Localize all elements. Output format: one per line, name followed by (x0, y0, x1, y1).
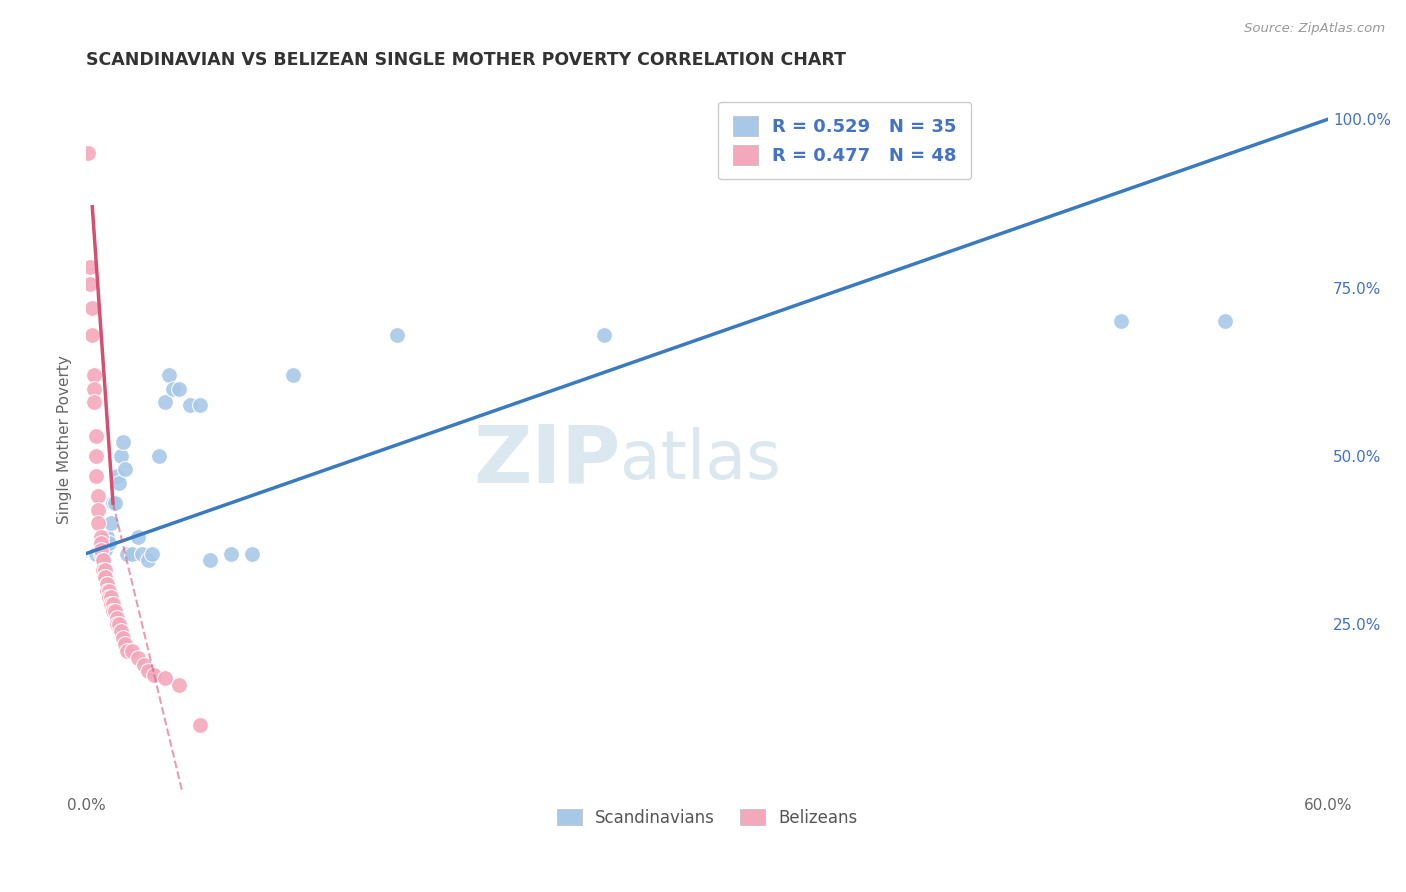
Point (131, 547, 153, 561)
Point (86, 449, 108, 463)
Point (110, 449, 132, 463)
Point (117, 547, 139, 561)
Point (188, 718, 211, 732)
Point (87, 489, 110, 503)
Point (90, 543, 112, 558)
Point (96, 577, 118, 591)
Point (91, 553, 114, 567)
Point (83, 368, 105, 383)
Point (86, 469, 108, 483)
Point (117, 644, 139, 658)
Point (82, 327, 104, 342)
Point (91, 563, 114, 577)
Point (110, 624, 132, 638)
Point (143, 667, 166, 681)
Point (112, 631, 135, 645)
Point (93, 563, 115, 577)
Point (127, 530, 149, 544)
Point (153, 671, 176, 685)
Point (91, 553, 114, 567)
Point (114, 462, 136, 476)
Point (105, 610, 128, 624)
Point (121, 644, 143, 658)
Point (79, 277, 101, 292)
Point (83, 382, 105, 396)
Point (87, 516, 110, 531)
Point (105, 469, 128, 483)
Point (141, 547, 163, 561)
Point (77, 145, 100, 160)
Point (100, 597, 122, 611)
Point (162, 382, 184, 396)
Point (96, 583, 118, 598)
Point (114, 638, 136, 652)
Point (132, 657, 155, 672)
Point (121, 547, 143, 561)
Point (100, 516, 122, 531)
Point (97, 536, 120, 550)
Text: Source: ZipAtlas.com: Source: ZipAtlas.com (1244, 22, 1385, 36)
Point (179, 398, 201, 412)
Point (281, 368, 304, 383)
Point (97, 591, 120, 605)
Point (188, 398, 211, 412)
Point (91, 553, 114, 567)
Point (90, 530, 112, 544)
Point (101, 597, 124, 611)
Point (93, 570, 115, 584)
Point (167, 678, 190, 692)
Text: SCANDINAVIAN VS BELIZEAN SINGLE MOTHER POVERTY CORRELATION CHART: SCANDINAVIAN VS BELIZEAN SINGLE MOTHER P… (86, 51, 846, 69)
Point (93, 570, 115, 584)
Point (592, 327, 614, 342)
Point (101, 496, 124, 510)
Point (127, 651, 149, 665)
Point (200, 553, 222, 567)
Point (240, 547, 263, 561)
Point (153, 395, 176, 409)
Point (96, 530, 118, 544)
Point (1109, 314, 1132, 328)
Point (82, 301, 104, 315)
Point (83, 395, 105, 409)
Point (86, 428, 108, 442)
Point (104, 604, 127, 618)
Point (148, 449, 170, 463)
Point (167, 382, 190, 396)
Point (79, 260, 101, 275)
Y-axis label: Single Mother Poverty: Single Mother Poverty (58, 355, 72, 524)
Point (136, 665, 159, 679)
Point (104, 496, 127, 510)
Point (1213, 314, 1236, 328)
Text: ZIP: ZIP (472, 421, 620, 500)
Point (108, 617, 131, 632)
Legend: Scandinavians, Belizeans: Scandinavians, Belizeans (550, 803, 865, 834)
Point (385, 327, 408, 342)
Point (96, 577, 118, 591)
Point (108, 475, 131, 490)
Point (90, 547, 112, 561)
Point (90, 536, 112, 550)
Point (219, 547, 242, 561)
Point (112, 435, 135, 450)
Point (93, 543, 115, 558)
Point (157, 368, 180, 383)
Text: atlas: atlas (620, 427, 782, 493)
Point (136, 553, 159, 567)
Point (87, 503, 110, 517)
Point (101, 604, 124, 618)
Point (97, 583, 120, 598)
Point (100, 591, 122, 605)
Point (86, 547, 108, 561)
Point (105, 617, 128, 632)
